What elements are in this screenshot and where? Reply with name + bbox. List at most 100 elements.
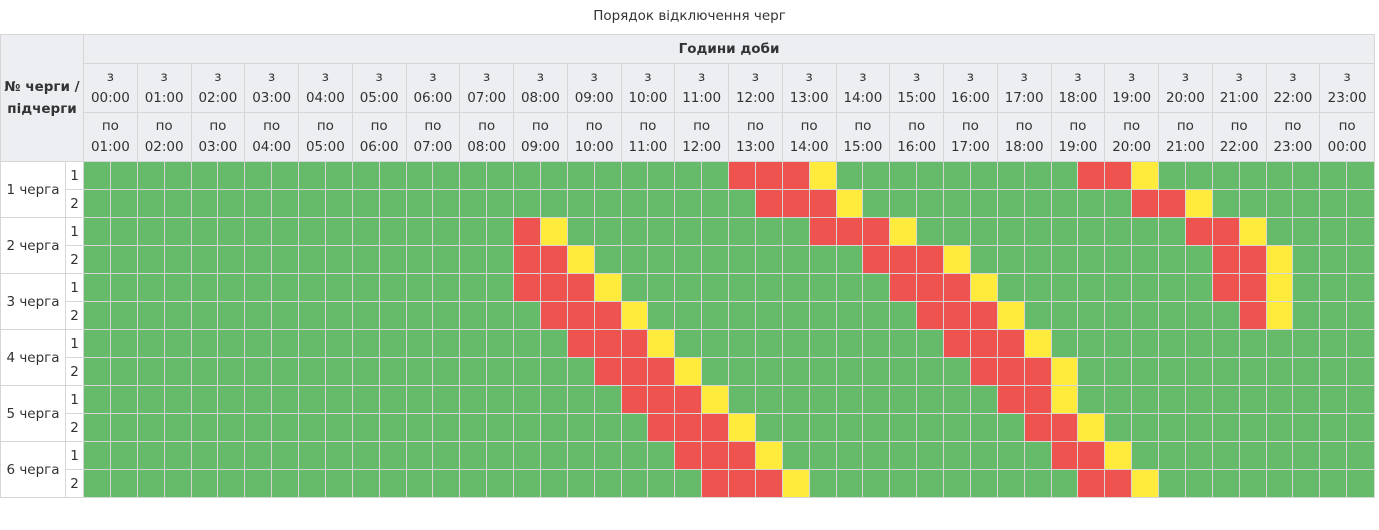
slot-power-on [539, 161, 568, 190]
slot-power-on [1211, 385, 1240, 414]
slot-power-on [1158, 441, 1186, 470]
slot-possible-outage [1265, 273, 1294, 302]
slot-power-on [754, 273, 783, 302]
slot-power-on [620, 189, 649, 218]
from-prefix: з [536, 69, 544, 85]
slot-power-on [217, 441, 246, 470]
slot-possible-outage [701, 385, 730, 414]
slot-power-on [163, 385, 192, 414]
slot-power-on [916, 441, 945, 470]
slot-outage [647, 357, 676, 386]
slot-power-on [1104, 245, 1133, 274]
slot-power-on [486, 329, 515, 358]
slot-outage [1211, 245, 1240, 274]
slot-power-on [889, 413, 918, 442]
slot-power-on [432, 385, 461, 414]
slot-power-on [889, 469, 918, 498]
slot-power-on [1238, 189, 1267, 218]
slot-power-on [432, 413, 461, 442]
slot-power-on [271, 301, 300, 330]
hour-from-header: з 01:00 [136, 63, 192, 113]
slot-power-on [754, 413, 783, 442]
slot-outage [1077, 441, 1106, 470]
slot-power-on [1158, 413, 1186, 442]
slot-power-on [109, 273, 138, 302]
slot-power-on [163, 161, 192, 190]
slot-power-on [835, 385, 864, 414]
slot-power-on [1292, 161, 1321, 190]
slot-power-on [1346, 385, 1375, 414]
slot-power-on [163, 357, 192, 386]
to-prefix: по [478, 118, 496, 134]
slot-power-on [244, 301, 273, 330]
hour-from-header: з 06:00 [405, 63, 461, 113]
slot-power-on [1050, 161, 1079, 190]
slot-power-on [271, 413, 300, 442]
slot-power-on [324, 329, 353, 358]
slot-power-on [1211, 469, 1240, 498]
slot-power-on [1292, 217, 1321, 246]
slot-power-on [566, 161, 595, 190]
slot-power-on [1023, 469, 1052, 498]
slot-outage [647, 385, 676, 414]
slot-outage [728, 161, 756, 190]
slot-power-on [271, 385, 300, 414]
slot-power-on [1211, 301, 1240, 330]
to-time: 00:00 [1327, 139, 1367, 155]
slot-power-on [405, 385, 434, 414]
slot-power-on [539, 469, 568, 498]
to-prefix: по [1123, 118, 1141, 134]
slot-power-on [1292, 273, 1321, 302]
slot-power-on [1211, 189, 1240, 218]
slot-power-on [916, 189, 945, 218]
slot-power-on [1104, 385, 1133, 414]
slot-power-on [539, 329, 568, 358]
slot-power-on [405, 217, 434, 246]
slot-power-on [378, 357, 407, 386]
slot-outage [1158, 189, 1186, 218]
slot-power-on [889, 329, 918, 358]
slot-possible-outage [1131, 161, 1160, 190]
to-prefix: по [854, 118, 872, 134]
slot-power-on [1158, 301, 1186, 330]
slot-power-on [1184, 385, 1213, 414]
slot-power-on [405, 189, 434, 218]
slot-power-on [1238, 413, 1267, 442]
subqueue-number: 2 [65, 357, 85, 386]
subqueue-number: 1 [65, 385, 85, 414]
slot-power-on [808, 357, 837, 386]
slot-power-on [620, 441, 649, 470]
slot-power-on [1346, 469, 1375, 498]
slot-power-on [539, 413, 568, 442]
subqueue-number: 1 [65, 273, 85, 302]
slot-power-on [674, 329, 703, 358]
slot-power-on [513, 329, 541, 358]
slot-power-on [647, 161, 676, 190]
slot-power-on [674, 245, 703, 274]
from-time: 22:00 [1273, 90, 1313, 106]
slot-power-on [298, 357, 326, 386]
from-prefix: з [913, 69, 921, 85]
slot-power-on [1158, 329, 1186, 358]
slot-power-on [83, 441, 111, 470]
slot-outage [808, 217, 837, 246]
slot-power-on [1050, 273, 1079, 302]
queue-column-header: № черги / підчерги [0, 34, 85, 162]
slot-outage [1184, 217, 1213, 246]
slot-power-on [190, 217, 219, 246]
slot-outage [701, 441, 730, 470]
slot-power-on [808, 301, 837, 330]
slot-power-on [109, 357, 138, 386]
from-prefix: з [966, 69, 974, 85]
slot-power-on [1077, 189, 1106, 218]
from-time: 23:00 [1327, 90, 1367, 106]
slot-power-on [1346, 245, 1375, 274]
subqueue-number: 2 [65, 189, 85, 218]
from-prefix: з [1074, 69, 1082, 85]
hour-from-header: з 15:00 [889, 63, 945, 113]
hour-to-header: по 05:00 [298, 112, 353, 162]
slot-power-on [459, 385, 488, 414]
slot-outage [539, 301, 568, 330]
slot-power-on [835, 357, 864, 386]
slot-power-on [83, 357, 111, 386]
